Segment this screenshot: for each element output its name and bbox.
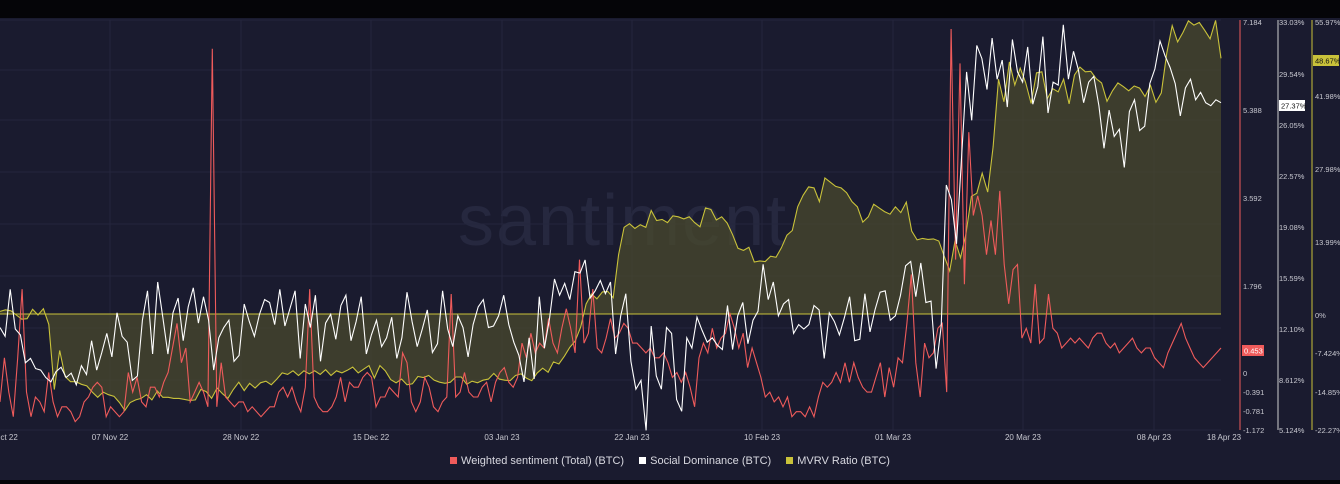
x-tick-label: 28 Nov 22: [223, 433, 260, 442]
sentiment-tick-label: 5.388: [1243, 106, 1262, 115]
x-tick-label: 18 Apr 23: [1207, 433, 1242, 442]
sentiment-tick-label: 1.796: [1243, 282, 1262, 291]
dominance-tick-label: 15.59%: [1279, 274, 1305, 283]
dominance-tick-label: 26.05%: [1279, 121, 1305, 130]
x-tick-label: Oct 22: [0, 433, 18, 442]
sentiment-line: [0, 28, 1222, 423]
mvrv-tick-label: 0%: [1315, 311, 1326, 320]
legend-item-mvrv[interactable]: MVRV Ratio (BTC): [786, 455, 890, 467]
legend-swatch-mvrv: [786, 456, 794, 464]
dominance-tick-label: 19.08%: [1279, 223, 1305, 232]
mvrv-tick-label: 41.98%: [1315, 92, 1340, 101]
mvrv-fill: [0, 20, 1221, 411]
dominance-current-badge: 27.37%: [1281, 102, 1307, 111]
mvrv-tick-label: 55.97%: [1315, 18, 1340, 27]
mvrv-current-badge-bg: [1313, 55, 1339, 66]
dominance-tick-label: 5.124%: [1279, 426, 1305, 435]
sentiment-tick-label: 3.592: [1243, 194, 1262, 203]
axes: 7.184 5.388 3.592 1.796 0 -0.391 -0.781 -1.172 3…: [1239, 18, 1340, 435]
legend-label: Social Dominance (BTC): [650, 455, 772, 467]
dominance-tick-label: 29.54%: [1279, 70, 1305, 79]
dominance-tick-label: 12.10%: [1279, 325, 1305, 334]
mvrv-tick-label: -14.85%: [1315, 388, 1340, 397]
bottom-bar: [0, 480, 1340, 484]
x-tick-label: 07 Nov 22: [92, 433, 129, 442]
sentiment-tick-label: 0: [1243, 369, 1247, 378]
mvrv-tick-label: 27.98%: [1315, 165, 1340, 174]
sentiment-tick-label: 7.184: [1243, 18, 1262, 27]
sentiment-tick-label: -1.172: [1243, 426, 1264, 435]
x-tick-label: 03 Jan 23: [484, 433, 520, 442]
series-lines: [0, 20, 1222, 431]
dominance-tick-label: 22.57%: [1279, 172, 1305, 181]
mvrv-tick-label: -22.27%: [1315, 426, 1340, 435]
dominance-current-badge-bg: [1279, 100, 1305, 111]
mvrv-current-badge: 48.67%: [1315, 57, 1340, 66]
mvrv-tick-label: 13.99%: [1315, 238, 1340, 247]
dominance-line: [0, 24, 1222, 431]
sentiment-tick-label: -0.781: [1243, 407, 1264, 416]
dominance-tick-label: 8.612%: [1279, 376, 1305, 385]
mvrv-line: [0, 20, 1222, 412]
legend: Weighted sentiment (Total) (BTC) Social …: [0, 455, 1340, 467]
x-tick-label: 22 Jan 23: [614, 433, 650, 442]
dominance-tick-label: 33.03%: [1279, 18, 1305, 27]
legend-label: MVRV Ratio (BTC): [797, 455, 890, 467]
x-tick-label: 20 Mar 23: [1005, 433, 1042, 442]
top-bar: [0, 0, 1340, 18]
legend-swatch-dominance: [639, 456, 647, 464]
x-tick-label: 08 Apr 23: [1137, 433, 1172, 442]
x-tick-label: 10 Feb 23: [744, 433, 781, 442]
legend-swatch-sentiment: [450, 456, 458, 464]
sentiment-current-badge-bg: [1242, 345, 1264, 356]
x-tick-label: 01 Mar 23: [875, 433, 912, 442]
mvrv-area: [0, 20, 1221, 411]
legend-label: Weighted sentiment (Total) (BTC): [461, 455, 625, 467]
x-axis-ticks: Oct 22 07 Nov 22 28 Nov 22 15 Dec 22 03 Jan …: [0, 433, 1242, 442]
sentiment-tick-label: -0.391: [1243, 388, 1264, 397]
sentiment-current-badge: 0.453: [1244, 347, 1263, 356]
legend-item-sentiment[interactable]: Weighted sentiment (Total) (BTC): [450, 455, 624, 467]
mvrv-tick-label: -7.424%: [1315, 349, 1340, 358]
x-tick-label: 15 Dec 22: [353, 433, 390, 442]
legend-item-dominance[interactable]: Social Dominance (BTC): [639, 455, 771, 467]
